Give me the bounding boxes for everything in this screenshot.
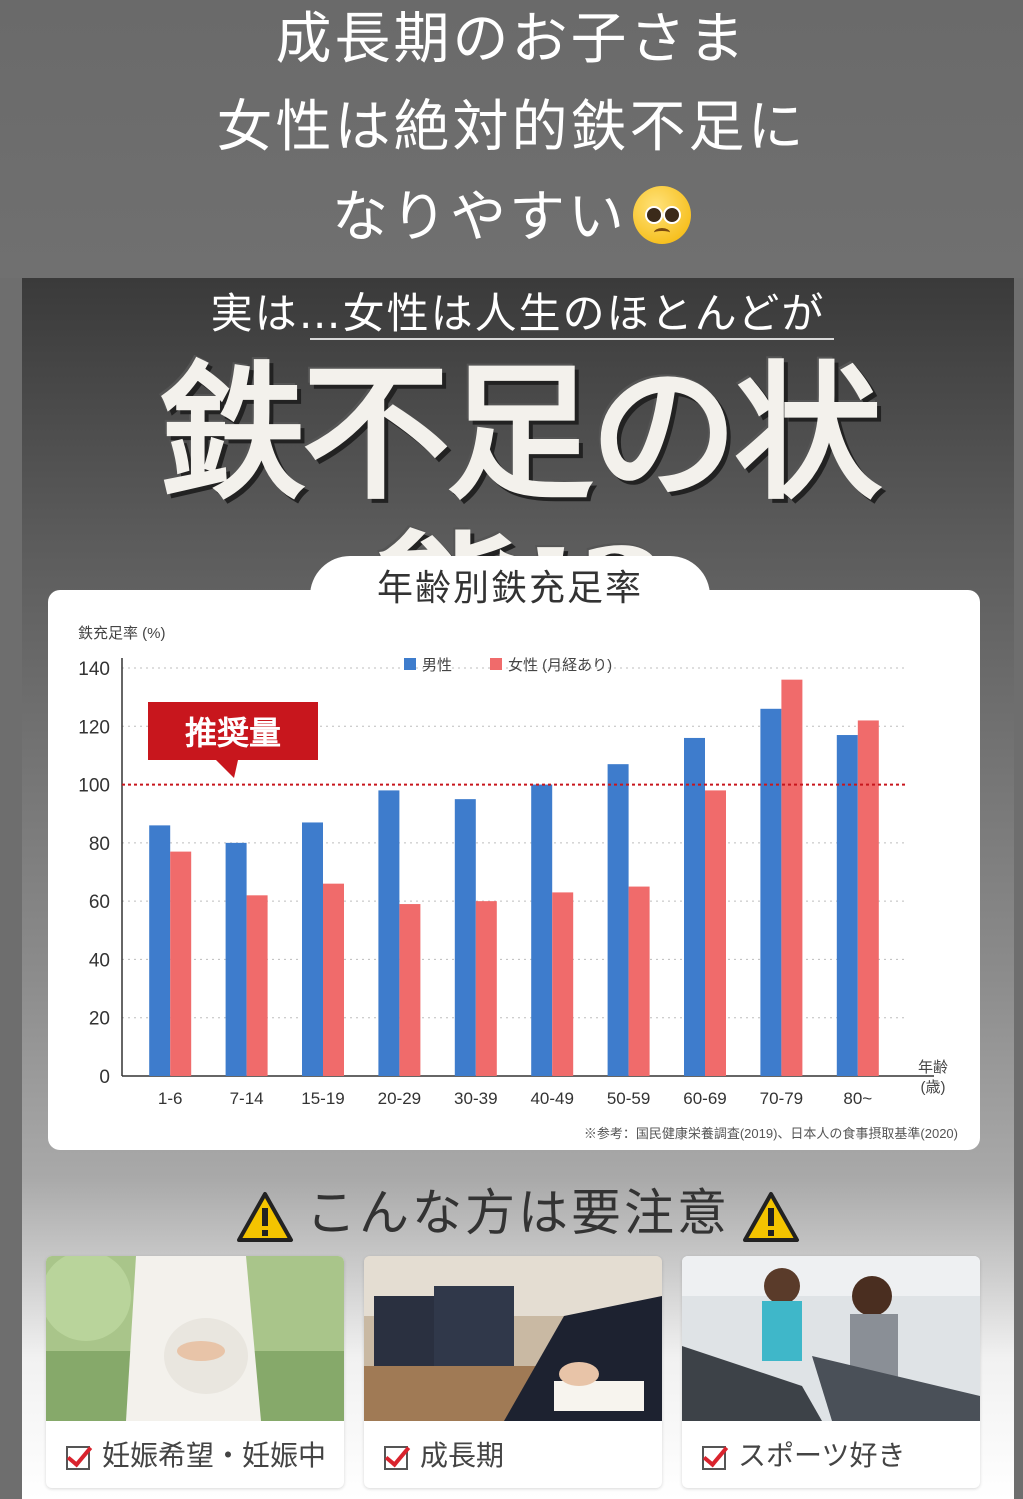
bar-chart: 鉄充足率 (%) 0 20 40 60 80 100 120 140 1-6 7-14 15-19 20… [78, 625, 958, 1141]
recommended-label-pointer [216, 760, 238, 778]
x-axis-label: 年齢 [918, 1059, 948, 1076]
bar-female-80~ [857, 720, 879, 1076]
recommended-label: 推奨量 [185, 715, 281, 751]
bar-female-40-49 [552, 892, 574, 1076]
caption-line-1: 成長期のお子さま [275, 7, 748, 72]
pleading-face-emoji-icon [633, 186, 691, 244]
y-tick-label: 60 [89, 892, 110, 913]
bar-male-30-39 [454, 799, 476, 1076]
x-tick-label: 30-39 [454, 1089, 497, 1108]
card-growth-period: 成長期 [364, 1256, 662, 1488]
bar-female-50-59 [628, 886, 650, 1076]
warning-heading: こんな方は要注意 [22, 1178, 1014, 1248]
x-tick-label: 80~ [843, 1089, 872, 1108]
recommended-label-box [148, 702, 318, 760]
x-tick-label: 60-69 [683, 1089, 726, 1108]
legend-swatch [404, 658, 416, 670]
chart-title: 年齢別鉄充足率 [310, 556, 710, 622]
bar-male-20-29 [378, 790, 400, 1076]
legend-label: 男性 [422, 657, 452, 674]
bar-female-15-19 [323, 883, 344, 1076]
legend-label: 女性 (月経あり) [508, 656, 612, 674]
x-tick-label: 20-29 [378, 1089, 421, 1108]
gym-treadmill-photo [682, 1256, 980, 1421]
card-sports: スポーツ好き [682, 1256, 980, 1488]
caption-area: 成長期のお子さま 女性は絶対的鉄不足に なりやすい [0, 0, 1023, 278]
warning-icon [237, 1191, 293, 1242]
y-tick-label: 80 [89, 834, 110, 855]
y-tick-label: 0 [99, 1067, 110, 1088]
y-tick-label: 40 [89, 950, 110, 971]
checkbox-icon [702, 1446, 726, 1470]
warning-icon [743, 1191, 799, 1242]
x-tick-label: 40-49 [530, 1089, 573, 1108]
x-tick-label: 50-59 [607, 1089, 650, 1108]
bar-male-40-49 [531, 784, 553, 1076]
y-tick-label: 20 [89, 1009, 110, 1030]
caption-line-3-text: なりやすい [332, 185, 627, 250]
x-tick-label: 7-14 [230, 1089, 264, 1108]
card-label-growth-period: 成長期 [364, 1428, 662, 1484]
caption-line-2: 女性は絶対的鉄不足に [216, 95, 807, 160]
card-label-pregnancy: 妊娠希望・妊娠中 [46, 1428, 344, 1484]
y-tick-label: 100 [78, 776, 110, 797]
legend-swatch [490, 658, 502, 670]
bar-male-80~ [836, 735, 858, 1076]
caption-line-3: なりやすい [0, 186, 1023, 250]
checkbox-icon [384, 1446, 408, 1470]
x-axis-unit: (歳) [921, 1079, 946, 1096]
pregnant-woman-photo [46, 1256, 344, 1421]
bar-male-60-69 [684, 737, 705, 1076]
bar-male-70-79 [760, 708, 782, 1076]
bar-female-20-29 [399, 904, 421, 1076]
poster-subheading: 実は…女性は人生のほとんどが [210, 289, 826, 338]
x-tick-label: 15-19 [301, 1089, 344, 1108]
bar-male-1-6 [149, 825, 171, 1076]
y-tick-label: 120 [78, 717, 110, 738]
bar-female-70-79 [781, 679, 803, 1076]
y-tick-label: 140 [78, 659, 110, 680]
x-tick-label: 70-79 [760, 1089, 803, 1108]
bar-female-30-39 [475, 901, 497, 1076]
checkbox-icon [66, 1446, 90, 1470]
subheading-underline [310, 338, 834, 340]
bar-male-50-59 [607, 764, 629, 1076]
bar-female-1-6 [170, 851, 192, 1076]
source-note: ※参考：国民健康栄養調査(2019)、日本人の食事摂取基準(2020) [584, 1126, 958, 1141]
y-axis-label: 鉄充足率 (%) [78, 625, 166, 642]
chart-card: 鉄充足率 (%) 0 20 40 60 80 100 120 140 1-6 7-14 15-19 20… [48, 590, 980, 1150]
card-label-sports: スポーツ好き [682, 1428, 980, 1484]
poster-image: 実は…女性は人生のほとんどが 鉄不足の状態!? 鉄充足率 (%)02040608… [22, 278, 1014, 1499]
bar-female-60-69 [705, 790, 726, 1076]
bar-female-7-14 [246, 895, 268, 1076]
x-tick-label: 1-6 [158, 1089, 183, 1108]
bar-male-15-19 [302, 822, 323, 1076]
warning-text: こんな方は要注意 [306, 1184, 730, 1242]
bar-male-7-14 [225, 842, 247, 1076]
students-exam-photo [364, 1256, 662, 1421]
card-pregnancy: 妊娠希望・妊娠中 [46, 1256, 344, 1488]
